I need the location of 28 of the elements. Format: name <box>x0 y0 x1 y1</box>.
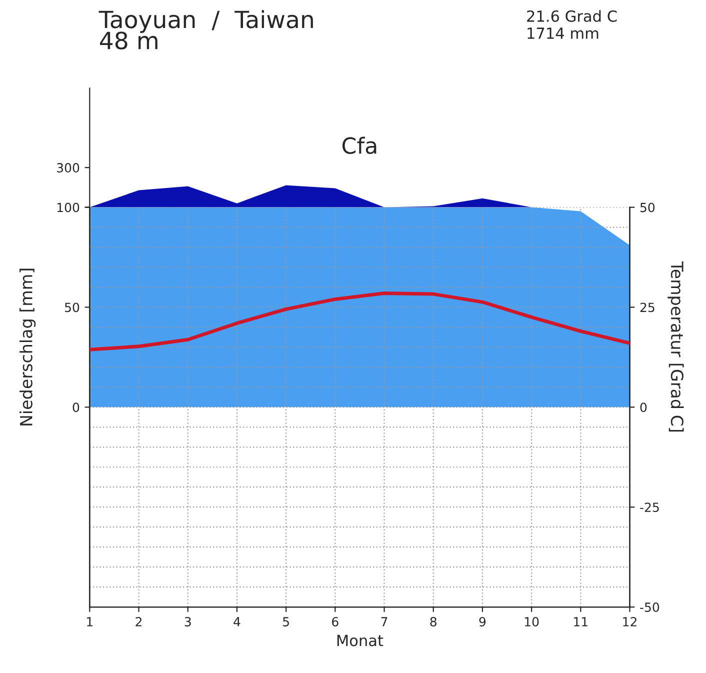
x-tick-label: 10 <box>524 616 539 626</box>
y-tick-label: 300 <box>57 163 80 173</box>
annotation: Cfa <box>342 136 376 154</box>
y2-tick-label: -50 <box>640 602 660 612</box>
x-tick-label: 1 <box>87 617 92 626</box>
x-tick-label: 12 <box>623 616 636 626</box>
x-tick-label: 11 <box>574 617 588 626</box>
x-tick-label: 6 <box>332 616 338 626</box>
y2-tick-label: -25 <box>640 502 659 512</box>
x-tick-label: 9 <box>479 616 486 626</box>
chart-title: Taoyuan / Taiwan 48 m <box>98 10 313 50</box>
x-tick-label: 4 <box>234 617 240 626</box>
y2-tick-label: 25 <box>640 302 654 312</box>
y-tick-label: 50 <box>65 302 80 312</box>
x-tick-label: 8 <box>430 616 436 626</box>
text: 21.6 Grad C 1714 mm <box>527 10 617 39</box>
y2-axis-title: Temperatur [Grad C] <box>668 261 684 432</box>
y-tick-label: 0 <box>72 402 80 412</box>
y2-tick-label: 0 <box>640 402 647 412</box>
y-tick-label: 100 <box>57 202 80 212</box>
line-series <box>90 292 630 352</box>
x-tick-label: 3 <box>184 616 191 626</box>
y-axis-title: Niederschlag [mm] <box>20 268 36 426</box>
x-tick-label: 5 <box>283 617 289 626</box>
x-tick-label: 7 <box>381 617 388 626</box>
x-tick-label: 2 <box>136 616 142 626</box>
x-axis-title: Monat <box>337 634 384 646</box>
y2-tick-label: 50 <box>640 202 655 212</box>
